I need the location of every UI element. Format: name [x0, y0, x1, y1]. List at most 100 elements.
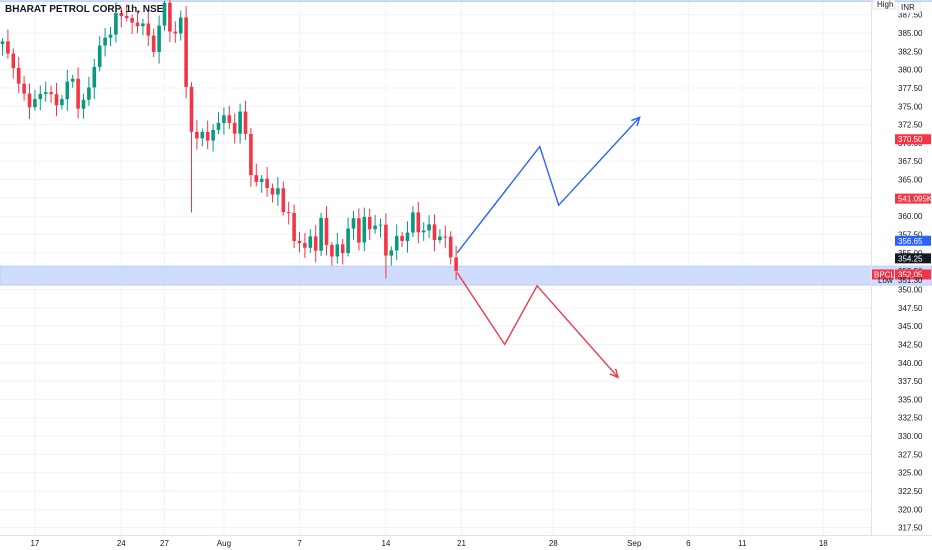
candle-body — [416, 212, 421, 233]
candle-body — [259, 178, 264, 182]
y-tick-label: 325.00 — [898, 469, 923, 478]
candle-body — [60, 99, 64, 106]
candle-body — [454, 257, 458, 271]
y-tick-label: 367.50 — [898, 157, 923, 166]
candle-body — [351, 218, 356, 229]
candle-body — [265, 178, 269, 189]
candle-body — [81, 99, 86, 109]
time-axis[interactable]: 17 24 27 Aug 7 14 21 28 Sep 6 11 18 — [0, 535, 932, 549]
candle-body — [308, 236, 313, 248]
candle-body — [394, 236, 399, 251]
price-badge: 370.50 — [898, 135, 923, 144]
candle-body — [443, 236, 448, 238]
high-label-box — [872, 0, 896, 10]
y-tick-label: 382.50 — [898, 47, 923, 56]
candle-body — [303, 243, 307, 248]
projection-arrows — [456, 116, 641, 379]
candle-body — [178, 17, 183, 34]
x-tick-label: 14 — [381, 539, 390, 548]
candle-body — [286, 212, 291, 214]
candle-body — [16, 67, 21, 84]
x-tick-label: 21 — [457, 539, 466, 548]
y-tick-label: 377.50 — [898, 84, 923, 93]
y-tick-label: 365.00 — [898, 176, 923, 185]
candle-body — [33, 99, 37, 108]
x-tick-label: 18 — [819, 539, 828, 548]
currency-box — [897, 1, 921, 14]
y-tick-label: 320.00 — [898, 505, 923, 514]
candle-body — [22, 83, 26, 94]
candle-body — [114, 12, 118, 35]
y-tick-label: 342.50 — [898, 340, 923, 349]
candle-body — [384, 224, 388, 256]
candle-body — [211, 129, 215, 141]
candle-body — [130, 18, 134, 23]
x-tick-label: 7 — [297, 539, 302, 548]
y-tick-label: 330.00 — [898, 432, 923, 441]
high-label: High — [877, 0, 893, 9]
price-badge-box — [895, 193, 931, 204]
candle-body — [319, 217, 323, 251]
candle-body — [340, 244, 345, 254]
symbol-title[interactable]: BHARAT PETROL CORP, 1h, NSE — [5, 4, 164, 15]
candle-body — [330, 244, 334, 257]
candle-body — [65, 81, 70, 100]
candle-body — [92, 66, 97, 88]
symbol-badge-box — [872, 269, 894, 280]
y-tick-label: 317.50 — [898, 524, 923, 533]
y-tick-label: 345.00 — [898, 322, 923, 331]
candle-body — [119, 12, 124, 17]
candle-body — [49, 92, 53, 95]
candle-body — [0, 41, 5, 44]
price-badge-box — [895, 235, 931, 246]
x-tick-label: 17 — [30, 539, 39, 548]
candle-body — [427, 224, 431, 231]
candle-body — [151, 35, 156, 52]
candle-body — [362, 216, 367, 243]
x-tick-label: 28 — [549, 539, 558, 548]
candle-body — [135, 22, 140, 27]
candle-body — [421, 230, 426, 233]
candle-body — [97, 45, 102, 67]
candle-body — [124, 16, 129, 19]
y-tick-label: 357.50 — [898, 231, 923, 240]
candle-body — [141, 23, 145, 27]
y-tick-label: 387.50 — [898, 11, 923, 20]
y-tick-label: 340.00 — [898, 359, 923, 368]
support-zone — [0, 0, 932, 2]
candle-body — [103, 37, 107, 46]
candle-body — [227, 115, 232, 123]
support-zone — [0, 265, 932, 286]
price-badge: 356.65 — [898, 237, 923, 246]
candle-body — [6, 41, 10, 54]
candle-body — [448, 236, 453, 258]
candle-body — [195, 131, 199, 139]
x-tick-label: 6 — [686, 539, 691, 548]
price-badge: 354.25 — [898, 254, 923, 263]
candle-body — [205, 131, 210, 141]
projection-path — [456, 272, 619, 378]
arrow-head — [631, 116, 641, 127]
candle-body — [200, 131, 205, 139]
candle-body — [43, 92, 48, 94]
candle-body — [87, 87, 91, 100]
low-value: 351.30 — [898, 276, 923, 285]
candle-body — [254, 175, 259, 182]
price-badge-box — [895, 269, 931, 280]
y-tick-label: 335.00 — [898, 395, 923, 404]
y-tick-label: 322.50 — [898, 487, 923, 496]
candle-body — [400, 236, 404, 241]
candle-body — [373, 225, 377, 230]
x-tick-label: Aug — [217, 539, 231, 548]
candle-body — [146, 23, 151, 36]
candle-body — [313, 236, 318, 251]
candle-body — [367, 216, 372, 230]
price-axis[interactable]: 387.50 385.00 382.50 380.00 377.50 375.00 372.… — [871, 0, 924, 535]
candle-body — [54, 94, 59, 106]
x-tick-label: Sep — [627, 539, 642, 548]
candle-body — [378, 224, 383, 226]
y-tick-label: 337.50 — [898, 377, 923, 386]
y-tick-label: 332.50 — [898, 414, 923, 423]
